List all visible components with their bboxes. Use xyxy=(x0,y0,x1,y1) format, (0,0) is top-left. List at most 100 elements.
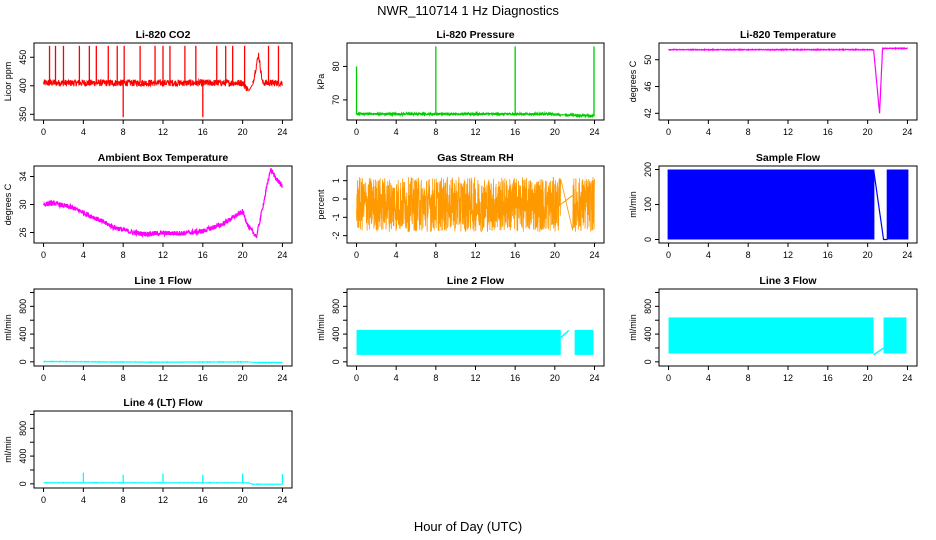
sample_flow-ylabel: ml/min xyxy=(628,191,638,218)
pressure-xtick-label: 12 xyxy=(470,127,480,137)
chart-co2: Li-820 CO2 Licor ppm 0 4 8 12 16 20 24 350 400 450 xyxy=(3,29,293,137)
line2-ytick-label: 0 xyxy=(331,359,341,364)
line2-series-band xyxy=(356,329,561,355)
line3-xtick-label: 0 xyxy=(666,373,671,383)
chart-sample_flow: Sample Flow ml/min 0 4 8 12 16 20 24 0 100 200 xyxy=(628,152,918,260)
pressure-xtick-label: 16 xyxy=(510,127,520,137)
licor_temp-ylabel: degrees C xyxy=(628,60,638,102)
rh-xtick-label: 4 xyxy=(394,250,399,260)
line4-xtick-label: 12 xyxy=(158,495,168,505)
rh-data xyxy=(356,176,595,233)
licor_temp-xtick-label: 8 xyxy=(746,127,751,137)
line3-xtick-label: 20 xyxy=(863,373,873,383)
sample_flow-ytick-label: 0 xyxy=(643,237,653,242)
line2-xtick-label: 20 xyxy=(550,373,560,383)
pressure-xtick-label: 0 xyxy=(354,127,359,137)
chart-rh: Gas Stream RH percent 0 4 8 12 16 20 24 -2 -1 0 1 xyxy=(316,152,605,260)
line1-xtick-label: 16 xyxy=(198,373,208,383)
licor_temp-xtick-label: 24 xyxy=(902,127,912,137)
sample_flow-xtick-label: 0 xyxy=(666,250,671,260)
line1-title: Line 1 Flow xyxy=(134,275,192,287)
box_temp-series-line xyxy=(43,167,283,239)
line3-ytick-label: 800 xyxy=(643,299,653,314)
pressure-series-line xyxy=(356,110,595,119)
line2-ylabel: ml/min xyxy=(316,314,326,341)
co2-xtick-label: 4 xyxy=(81,127,86,137)
co2-xtick-label: 24 xyxy=(277,127,287,137)
line3-title: Line 3 Flow xyxy=(759,275,817,287)
line2-series-band-late xyxy=(574,329,594,355)
co2-xtick-label: 12 xyxy=(158,127,168,137)
box_temp-data xyxy=(43,167,283,239)
line3-series-band-late xyxy=(883,317,907,354)
line2-xtick-label: 12 xyxy=(470,373,480,383)
box_temp-ylabel: degrees C xyxy=(3,183,13,225)
line1-xtick-label: 24 xyxy=(277,373,287,383)
line1-xtick-label: 20 xyxy=(238,373,248,383)
sample_flow-xtick-label: 4 xyxy=(706,250,711,260)
line3-xtick-label: 16 xyxy=(823,373,833,383)
licor_temp-xtick-label: 20 xyxy=(863,127,873,137)
co2-xtick-label: 20 xyxy=(238,127,248,137)
sample_flow-ytick-label: 100 xyxy=(643,197,653,212)
line2-title: Line 2 Flow xyxy=(447,275,505,287)
box_temp-xtick-label: 4 xyxy=(81,250,86,260)
line1-series-line xyxy=(43,360,283,364)
chart-line1: Line 1 Flow ml/min 0 4 8 12 16 20 24 0 400 800 xyxy=(3,275,293,383)
co2-xtick-label: 16 xyxy=(198,127,208,137)
line3-ylabel: ml/min xyxy=(628,314,638,341)
rh-ytick-label: 0 xyxy=(331,196,341,201)
co2-ytick-label: 400 xyxy=(18,78,28,93)
line4-ytick-label: 800 xyxy=(18,421,28,436)
pressure-title: Li-820 Pressure xyxy=(436,29,514,41)
co2-title: Li-820 CO2 xyxy=(136,29,191,41)
line1-xtick-label: 8 xyxy=(121,373,126,383)
box_temp-ytick-label: 34 xyxy=(18,171,28,181)
box_temp-ytick-label: 30 xyxy=(18,199,28,209)
co2-ytick-label: 450 xyxy=(18,50,28,65)
co2-xtick-label: 0 xyxy=(41,127,46,137)
rh-xtick-label: 0 xyxy=(354,250,359,260)
co2-xtick-label: 8 xyxy=(121,127,126,137)
box_temp-xtick-label: 24 xyxy=(277,250,287,260)
rh-xtick-label: 20 xyxy=(550,250,560,260)
line3-xtick-label: 4 xyxy=(706,373,711,383)
line3-xtick-label: 12 xyxy=(783,373,793,383)
line4-ylabel: ml/min xyxy=(3,436,13,463)
line3-ytick-label: 0 xyxy=(643,359,653,364)
line3-data xyxy=(668,317,907,356)
line4-xtick-label: 0 xyxy=(41,495,46,505)
line4-xtick-label: 8 xyxy=(121,495,126,505)
rh-series-line xyxy=(356,176,595,233)
pressure-ylabel: kPa xyxy=(316,74,326,90)
line3-xtick-label: 24 xyxy=(902,373,912,383)
licor_temp-ytick-label: 50 xyxy=(643,55,653,65)
sample_flow-xtick-label: 8 xyxy=(746,250,751,260)
licor_temp-xtick-label: 4 xyxy=(706,127,711,137)
box_temp-xtick-label: 12 xyxy=(158,250,168,260)
box_temp-xtick-label: 20 xyxy=(238,250,248,260)
line4-xtick-label: 16 xyxy=(198,495,208,505)
rh-xtick-label: 16 xyxy=(510,250,520,260)
sample_flow-series-band xyxy=(668,169,874,240)
rh-xtick-label: 12 xyxy=(470,250,480,260)
licor_temp-ytick-label: 46 xyxy=(643,82,653,92)
licor_temp-ytick-label: 42 xyxy=(643,108,653,118)
rh-ytick-label: -2 xyxy=(331,232,341,240)
licor_temp-xtick-label: 0 xyxy=(666,127,671,137)
chart-line3: Line 3 Flow ml/min 0 4 8 12 16 20 24 0 400 800 xyxy=(628,275,918,383)
sample_flow-gap-trace xyxy=(873,169,888,241)
line3-ytick-label: 400 xyxy=(643,327,653,342)
line4-title: Line 4 (LT) Flow xyxy=(123,397,203,409)
pressure-xtick-label: 24 xyxy=(589,127,599,137)
chart-licor_temp: Li-820 Temperature degrees C 0 4 8 12 16 20 24 42… xyxy=(628,29,918,137)
box_temp-xtick-label: 0 xyxy=(41,250,46,260)
pressure-ytick-label: 80 xyxy=(331,61,341,71)
line2-gap-trace xyxy=(560,330,570,339)
box_temp-title: Ambient Box Temperature xyxy=(98,152,229,164)
line1-xtick-label: 4 xyxy=(81,373,86,383)
pressure-data xyxy=(355,46,595,119)
sample_flow-xtick-label: 12 xyxy=(783,250,793,260)
licor_temp-series-line xyxy=(668,46,908,114)
